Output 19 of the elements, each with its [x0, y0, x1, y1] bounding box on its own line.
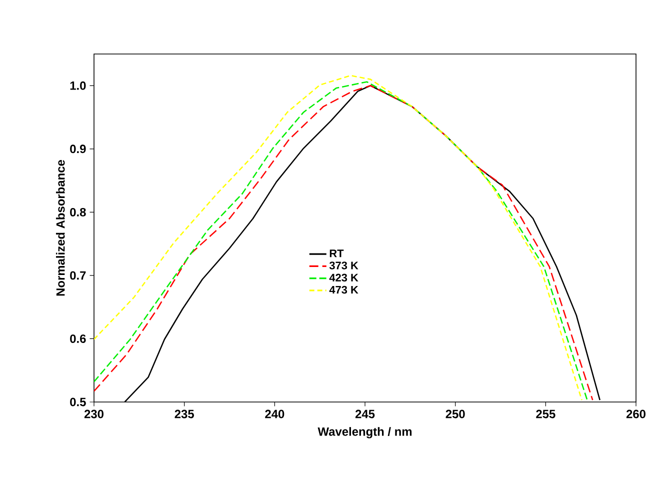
x-tick-label: 240: [265, 410, 284, 418]
x-tick-label: 230: [84, 410, 104, 418]
y-tick-label: 1.0: [70, 81, 86, 90]
y-tick-label: 0.7: [70, 271, 86, 280]
y-tick-label: 0.6: [70, 334, 86, 343]
legend-label: 423 K: [329, 274, 358, 282]
y-tick-label: 0.8: [70, 208, 86, 216]
legend-label: RT: [330, 250, 344, 258]
x-tick-label: 235: [174, 410, 194, 418]
x-tick-label: 260: [626, 410, 646, 418]
legend-label: 373 K: [329, 262, 358, 270]
x-tick-label: 250: [446, 410, 465, 418]
y-tick-label: 0.9: [70, 144, 86, 154]
x-axis-title: Wavelength / nm: [318, 427, 412, 438]
x-tick-label: 245: [355, 410, 375, 418]
x-tick-label: 255: [536, 410, 556, 418]
y-tick-label: 0.5: [70, 398, 86, 406]
legend-label: 473 K: [329, 286, 358, 294]
y-axis-title: Normalized Absorbance: [56, 160, 65, 296]
